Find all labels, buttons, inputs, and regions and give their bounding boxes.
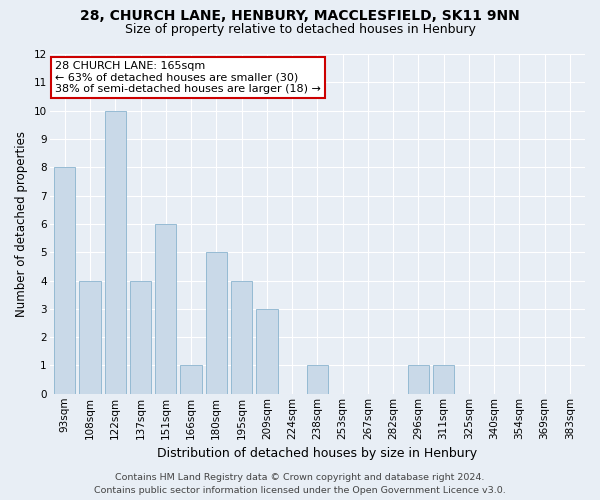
Bar (54, 168, 76, 394)
Bar (307, 366, 328, 394)
X-axis label: Distribution of detached houses by size in Henbury: Distribution of detached houses by size … (157, 447, 478, 460)
Bar (104, 110, 126, 394)
Text: Size of property relative to detached houses in Henbury: Size of property relative to detached ho… (125, 23, 475, 36)
Text: 28 CHURCH LANE: 165sqm
← 63% of detached houses are smaller (30)
38% of semi-det: 28 CHURCH LANE: 165sqm ← 63% of detached… (55, 61, 321, 94)
Text: Contains HM Land Registry data © Crown copyright and database right 2024.
Contai: Contains HM Land Registry data © Crown c… (94, 474, 506, 495)
Bar (180, 366, 202, 394)
Bar (231, 280, 252, 394)
Bar (433, 366, 454, 394)
Text: 28, CHURCH LANE, HENBURY, MACCLESFIELD, SK11 9NN: 28, CHURCH LANE, HENBURY, MACCLESFIELD, … (80, 9, 520, 23)
Bar (79, 280, 101, 394)
Bar (407, 366, 429, 394)
Y-axis label: Number of detached properties: Number of detached properties (15, 131, 28, 317)
Bar (206, 252, 227, 394)
Bar (155, 224, 176, 394)
Bar (130, 280, 151, 394)
Bar (256, 309, 278, 394)
